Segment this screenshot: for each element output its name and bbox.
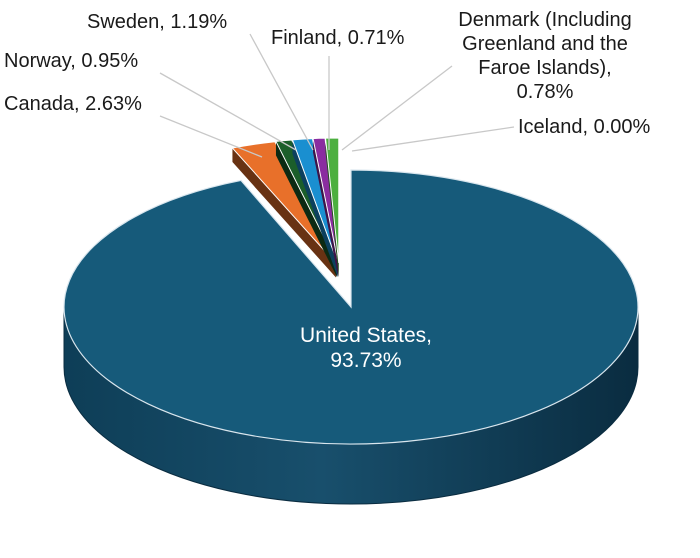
data-label-finland: Finland, 0.71% xyxy=(271,27,405,49)
data-label-norway: Norway, 0.95% xyxy=(4,50,138,72)
data-label-line: Norway, 0.95% xyxy=(4,50,138,72)
pie-body xyxy=(63,137,639,505)
data-label-line: 93.73% xyxy=(330,349,401,372)
slice-side-canada xyxy=(232,148,336,278)
data-label-line: 0.78% xyxy=(517,81,574,103)
leader-line-iceland xyxy=(351,126,515,152)
data-label-line: Iceland, 0.00% xyxy=(518,116,651,138)
data-label-line: Sweden, 1.19% xyxy=(87,11,227,33)
pie-labels: United States, 93.73% Canada, 2.63% Norway,… xyxy=(4,9,651,372)
data-label-line: United States, xyxy=(300,324,432,347)
data-label-line: Finland, 0.71% xyxy=(271,27,405,49)
leader-line-sweden xyxy=(249,33,314,151)
leader-line-norway xyxy=(159,72,297,151)
slice-side-norway xyxy=(275,141,338,278)
slice-denmark xyxy=(324,137,340,264)
leader-line-denmark xyxy=(341,65,453,151)
slice-united-states xyxy=(63,169,639,445)
data-label-united-states: United States, 93.73% xyxy=(300,324,432,372)
slice-sweden xyxy=(291,138,339,264)
data-label-canada: Canada, 2.63% xyxy=(4,93,142,115)
data-label-sweden: Sweden, 1.19% xyxy=(87,11,227,33)
slice-side-finland xyxy=(313,138,339,278)
data-label-line: Greenland and the xyxy=(462,33,628,55)
leader-line-canada xyxy=(159,115,263,158)
data-label-line: Faroe Islands), xyxy=(478,57,611,79)
data-label-denmark: Denmark (Including Greenland and the Faroe… xyxy=(458,9,631,103)
data-label-iceland: Iceland, 0.00% xyxy=(518,116,651,138)
data-label-line: Canada, 2.63% xyxy=(4,93,142,115)
slice-side-sweden xyxy=(292,139,338,278)
data-label-line: Denmark (Including xyxy=(458,9,631,31)
slice-canada xyxy=(231,141,337,264)
